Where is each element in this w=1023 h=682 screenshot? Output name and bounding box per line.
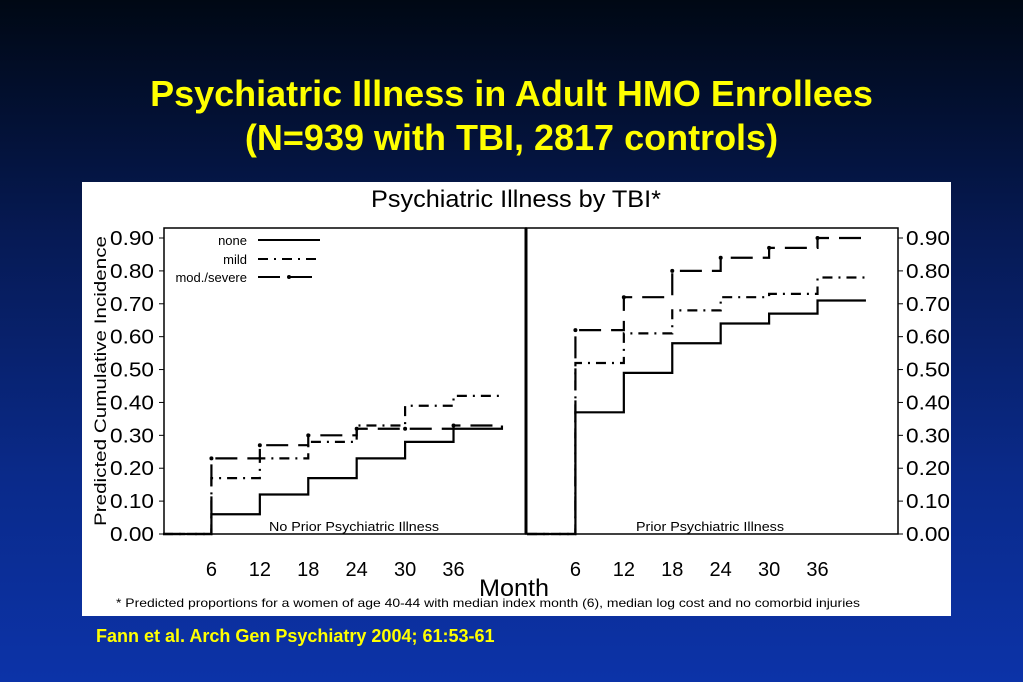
series-point-modsevere-right [621,295,626,300]
y-tick-label-right: 0.90 [906,228,950,250]
chart-footnote: * Predicted proportions for a women of a… [116,596,860,610]
chart-title: Psychiatric Illness by TBI* [371,186,661,213]
y-tick-label-right: 0.60 [906,327,950,349]
x-axis-label: Month [479,575,549,602]
series-point-modsevere-right [767,245,772,250]
x-tick-label-right: 12 [613,559,635,581]
y-tick-label-left: 0.90 [110,228,154,250]
panel-label-right: Prior Psychiatric Illness [636,519,785,534]
series-point-modsevere-right [718,255,723,260]
y-tick-label-right: 0.10 [906,491,950,513]
chart-svg: Psychiatric Illness by TBI* 0.00 0.00 0.10 0… [91,186,950,610]
y-tick-label-left: 0.80 [110,261,154,283]
series-point-modsevere-left [257,443,262,448]
series-point-modsevere-right [573,328,578,333]
plot-frame-right [525,227,899,535]
y-tick-label-right: 0.70 [906,294,950,316]
x-tick-label-right: 24 [710,559,732,581]
legend-marker [287,275,291,279]
y-tick-label-left: 0.30 [110,425,154,447]
series-point-modsevere-left [306,433,311,438]
slide-title-line1: Psychiatric Illness in Adult HMO Enrolle… [150,73,873,114]
series-line-mild-left [163,394,502,536]
series-line-none-left [163,425,504,536]
series-line-modsevere-right [527,236,866,536]
y-tick-label-right: 0.80 [906,261,950,283]
x-tick-label-right: 36 [806,559,828,581]
y-tick-label-left: 0.10 [110,491,154,513]
x-tick-label-left: 36 [442,559,464,581]
series-point-modsevere-left [354,426,359,431]
series-point-modsevere-left [403,426,408,431]
x-tick-label-left: 30 [394,559,416,581]
series-point-modsevere-right [815,236,820,240]
y-tick-label-left: 0.40 [110,392,154,414]
x-tick-label-right: 6 [570,559,581,581]
slide-title-line2: (N=939 with TBI, 2817 controls) [244,117,779,158]
y-tick-label-left: 0.50 [110,360,154,382]
series-line-mild-right [527,276,866,536]
series-point-modsevere-right [670,268,675,273]
citation: Fann et al. Arch Gen Psychiatry 2004; 61… [96,626,495,646]
x-tick-label-left: 12 [249,559,271,581]
legend-label: mild [223,252,247,267]
x-tick-label-left: 24 [346,559,368,581]
y-tick-label-left: 0.70 [110,294,154,316]
y-tick-label-right: 0.50 [906,360,950,382]
x-tick-label-right: 18 [661,559,683,581]
series-point-modsevere-left [451,423,456,428]
slide-title: Psychiatric Illness in Adult HMO Enrolle… [0,72,1023,160]
x-tick-label-right: 30 [758,559,780,581]
chart-panel: Psychiatric Illness by TBI* 0.00 0.00 0.10 0… [82,182,951,616]
x-tick-label-left: 18 [297,559,319,581]
series-line-none-right [527,299,866,536]
y-tick-label-right: 0.40 [906,392,950,414]
y-tick-label-right: 0.30 [906,425,950,447]
y-tick-label-right: 0.00 [906,524,950,546]
y-tick-label-right: 0.20 [906,458,950,480]
panel-label-left: No Prior Psychiatric Illness [269,519,440,534]
series-point-modsevere-left [209,456,214,461]
y-axis-label: Predicted Cumulative Incidence [91,236,110,526]
y-tick-label-left: 0.60 [110,327,154,349]
y-tick-label-left: 0.20 [110,458,154,480]
x-tick-label-left: 6 [206,559,217,581]
legend-label: mod./severe [175,270,247,285]
y-tick-label-left: 0.00 [110,524,154,546]
legend-label: none [218,233,247,248]
